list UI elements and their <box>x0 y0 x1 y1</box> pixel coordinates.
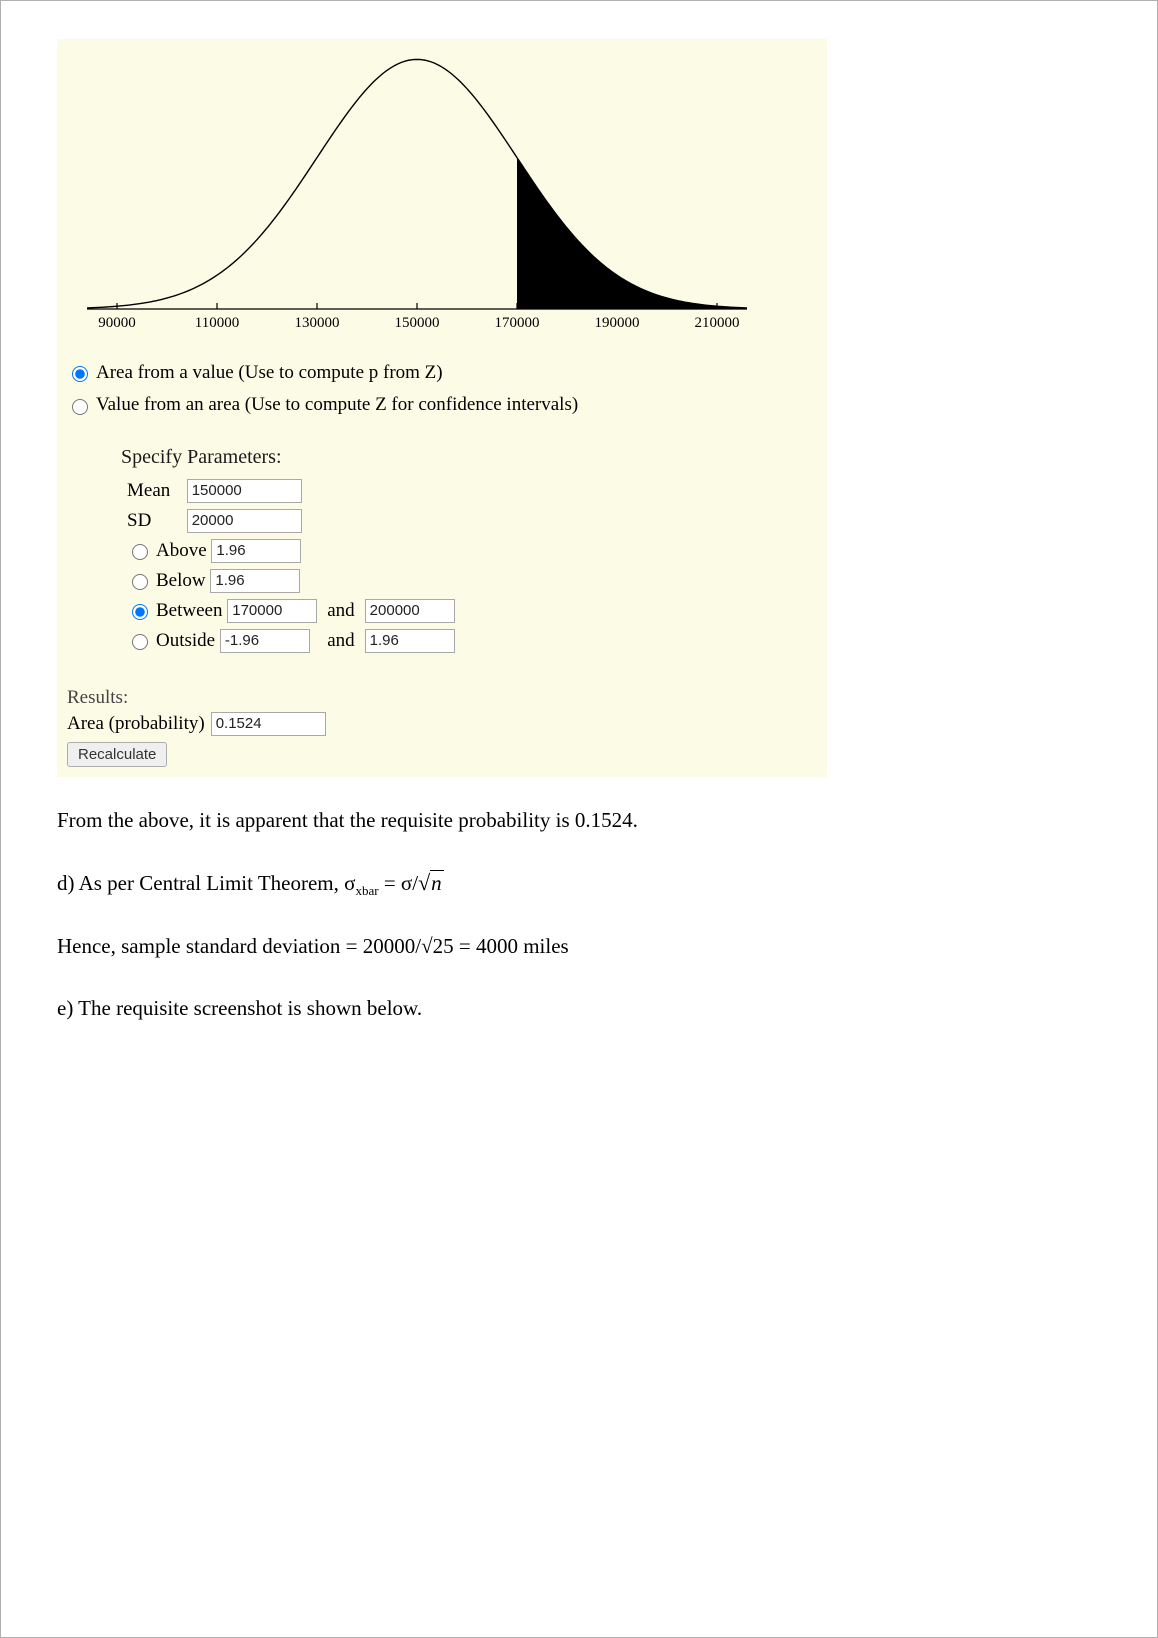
document-page: 90000 110000 130000 150000 170000 190000 21000… <box>0 0 1158 1638</box>
results-area-label: Area (probability) <box>67 713 205 735</box>
sd-label: SD <box>123 507 181 535</box>
mean-row: Mean <box>123 477 459 505</box>
outside-lo-input[interactable] <box>220 629 310 653</box>
mode-value-label: Value from an area (Use to compute Z for… <box>96 390 578 419</box>
above-row: Above <box>123 537 459 565</box>
body-text: From the above, it is apparent that the … <box>57 805 1101 1024</box>
mode-area-row[interactable]: Area from a value (Use to compute p from… <box>67 358 817 387</box>
mean-label: Mean <box>123 477 181 505</box>
parameters-title: Specify Parameters: <box>121 446 817 469</box>
normal-calculator: 90000 110000 130000 150000 170000 190000 21000… <box>57 39 827 777</box>
svg-text:150000: 150000 <box>395 315 440 331</box>
recalculate-button[interactable]: Recalculate <box>67 742 167 767</box>
results-area-value[interactable] <box>211 712 326 736</box>
svg-text:130000: 130000 <box>295 315 340 331</box>
svg-text:110000: 110000 <box>195 315 239 331</box>
between-hi-input[interactable] <box>365 599 455 623</box>
sd-row: SD <box>123 507 459 535</box>
below-input[interactable] <box>210 569 300 593</box>
chart-svg: 90000 110000 130000 150000 170000 190000 21000… <box>67 39 767 339</box>
results-title: Results: <box>67 687 817 709</box>
outside-radio[interactable] <box>132 634 148 650</box>
above-label: Above <box>156 540 207 562</box>
svg-text:210000: 210000 <box>695 315 740 331</box>
body-p2: d) As per Central Limit Theorem, σxbar =… <box>57 866 1101 901</box>
normal-curve-chart: 90000 110000 130000 150000 170000 190000 21000… <box>67 39 817 344</box>
mean-input[interactable] <box>187 479 302 503</box>
parameters-section: Specify Parameters: Mean SD Abo <box>121 446 817 657</box>
parameters-table: Mean SD Above <box>121 475 461 657</box>
outside-row: Outside and <box>123 627 459 655</box>
below-row: Below <box>123 567 459 595</box>
sd-input[interactable] <box>187 509 302 533</box>
between-and-label: and <box>323 597 358 625</box>
between-lo-input[interactable] <box>227 599 317 623</box>
below-radio[interactable] <box>132 574 148 590</box>
mode-area-radio[interactable] <box>72 366 88 382</box>
results-area-row: Area (probability) <box>67 712 817 736</box>
between-label: Between <box>156 600 222 622</box>
outside-hi-input[interactable] <box>365 629 455 653</box>
mode-value-radio[interactable] <box>72 399 88 415</box>
outside-and-label: and <box>323 627 358 655</box>
below-label: Below <box>156 570 206 592</box>
mode-value-row[interactable]: Value from an area (Use to compute Z for… <box>67 390 817 419</box>
svg-text:190000: 190000 <box>595 315 640 331</box>
svg-text:90000: 90000 <box>98 315 136 331</box>
body-p3: Hence, sample standard deviation = 20000… <box>57 931 1101 963</box>
outside-label: Outside <box>156 630 215 652</box>
above-input[interactable] <box>211 539 301 563</box>
above-radio[interactable] <box>132 544 148 560</box>
mode-area-label: Area from a value (Use to compute p from… <box>96 358 443 387</box>
svg-text:170000: 170000 <box>495 315 540 331</box>
results-section: Results: Area (probability) Recalculate <box>67 687 817 767</box>
body-p4: e) The requisite screenshot is shown bel… <box>57 993 1101 1025</box>
between-row: Between and <box>123 597 459 625</box>
between-radio[interactable] <box>132 604 148 620</box>
body-p1: From the above, it is apparent that the … <box>57 805 1101 837</box>
